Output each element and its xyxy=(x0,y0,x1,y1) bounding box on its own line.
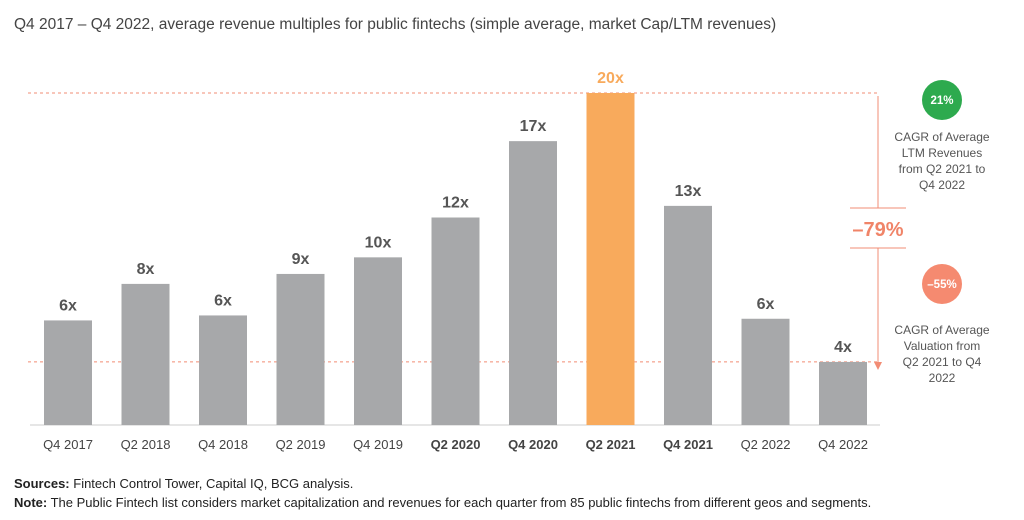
revenue-cagr-text-2: LTM Revenues xyxy=(902,146,982,160)
x-tick-label: Q4 2019 xyxy=(353,437,403,452)
valuation-cagr-text-4: 2022 xyxy=(929,371,956,385)
bar-value-label: 6x xyxy=(59,297,77,314)
sources-line: Sources: Fintech Control Tower, Capital … xyxy=(14,474,871,493)
bar xyxy=(664,205,712,425)
revenue-cagr-text-3: from Q2 2021 to xyxy=(899,162,986,176)
x-tick-label: Q4 2017 xyxy=(43,437,93,452)
chart-title: Q4 2017 – Q4 2022, average revenue multi… xyxy=(14,16,777,33)
x-tick-label: Q2 2022 xyxy=(741,437,791,452)
bar-value-label: 6x xyxy=(757,296,775,313)
revenue-cagr-text-4: Q4 2022 xyxy=(919,178,965,192)
bar xyxy=(431,217,480,425)
annotations-group: 21% CAGR of Average LTM Revenues from Q2… xyxy=(850,80,990,385)
note-text: The Public Fintech list considers market… xyxy=(47,495,872,510)
reference-lines xyxy=(28,92,878,363)
revenue-cagr-value: 21% xyxy=(930,95,953,107)
bar-value-label: 6x xyxy=(214,292,232,309)
sources-label: Sources: xyxy=(14,476,70,491)
bar-value-label: 8x xyxy=(137,261,155,278)
bar-value-label: 10x xyxy=(365,234,392,251)
bar xyxy=(354,257,402,425)
note-label: Note: xyxy=(14,495,48,510)
revenue-cagr-badge xyxy=(922,80,962,120)
valuation-cagr-text-1: CAGR of Average xyxy=(894,323,989,337)
x-tick-label: Q4 2018 xyxy=(198,437,248,452)
bar xyxy=(199,315,247,425)
valuation-cagr-value: –55% xyxy=(927,279,956,291)
bar xyxy=(819,361,867,425)
sources-text: Fintech Control Tower, Capital IQ, BCG a… xyxy=(69,476,354,491)
bar xyxy=(44,320,92,425)
valuation-cagr-text-2: Valuation from xyxy=(904,339,980,353)
x-tick-label: Q4 2022 xyxy=(818,437,868,452)
bar-value-label: 20x xyxy=(597,70,624,87)
bar-chart: 6x Q4 2017 8x Q2 2018 6x Q4 2018 9x Q2 2019 10x Q… xyxy=(28,70,990,452)
bar-value-label: 17x xyxy=(520,118,547,135)
bar xyxy=(586,93,635,425)
bars-group: 6x Q4 2017 8x Q2 2018 6x Q4 2018 9x Q2 2019 10x Q… xyxy=(30,70,880,452)
bar-value-label: 9x xyxy=(292,251,310,268)
x-tick-label: Q4 2021 xyxy=(663,437,713,452)
drop-arrow-head xyxy=(874,362,882,370)
valuation-cagr-text-3: Q2 2021 to Q4 xyxy=(903,355,982,369)
note-line: Note: The Public Fintech list considers … xyxy=(14,493,871,512)
bar xyxy=(121,283,170,425)
bar xyxy=(741,318,790,425)
bar-value-label: 13x xyxy=(675,183,702,200)
bar-value-label: 12x xyxy=(442,195,469,212)
revenue-cagr-text-1: CAGR of Average xyxy=(894,130,989,144)
drop-percentage: –79% xyxy=(852,219,903,241)
x-tick-label: Q2 2018 xyxy=(121,437,171,452)
bar-value-label: 4x xyxy=(834,339,852,356)
footer: Sources: Fintech Control Tower, Capital … xyxy=(14,474,871,512)
x-tick-label: Q2 2019 xyxy=(276,437,326,452)
valuation-cagr-badge xyxy=(922,264,962,304)
x-tick-label: Q4 2020 xyxy=(508,437,558,452)
bar xyxy=(509,141,557,425)
x-tick-label: Q2 2020 xyxy=(431,437,481,452)
x-tick-label: Q2 2021 xyxy=(586,437,636,452)
bar xyxy=(276,273,325,425)
